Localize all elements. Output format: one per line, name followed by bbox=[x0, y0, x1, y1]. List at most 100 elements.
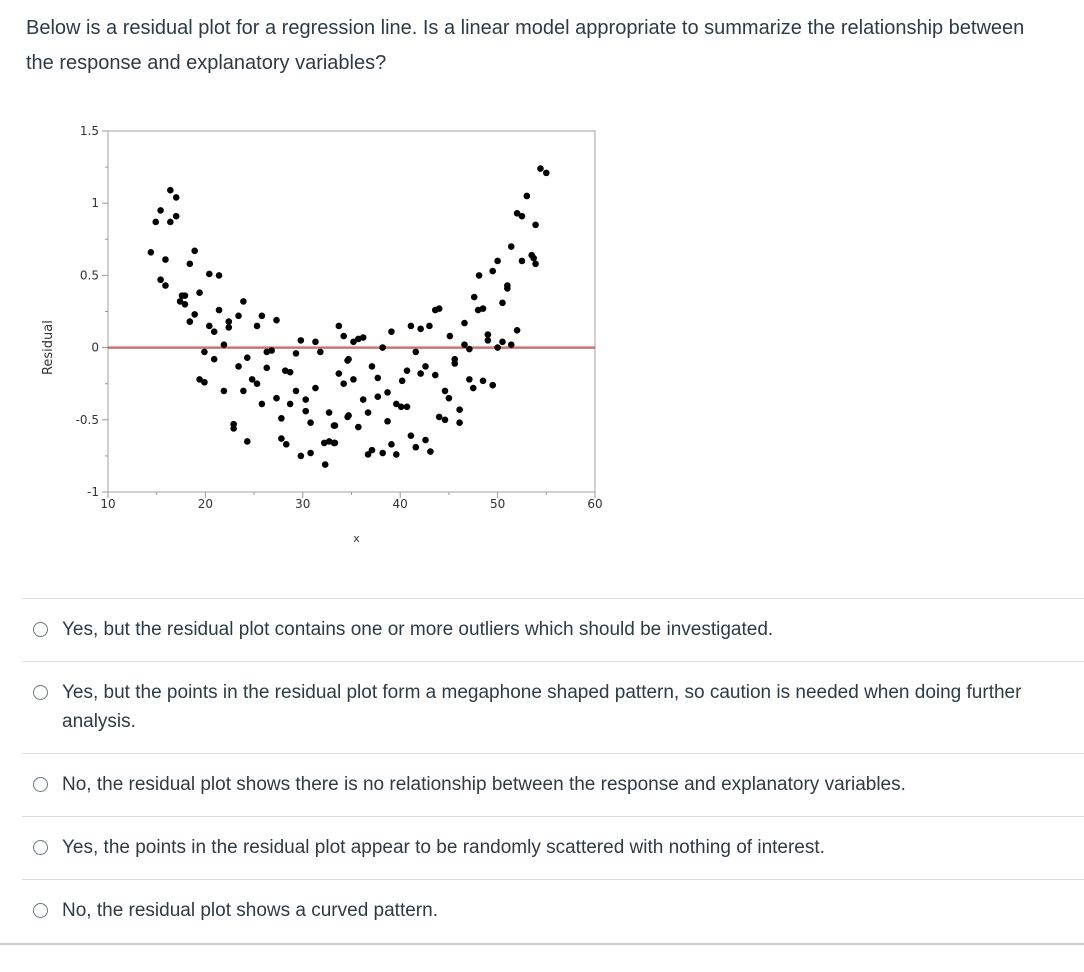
data-point bbox=[278, 415, 285, 422]
radio-button[interactable] bbox=[33, 903, 48, 918]
data-point bbox=[167, 218, 174, 226]
data-point bbox=[518, 257, 526, 265]
x-axis-label: x bbox=[353, 532, 360, 545]
data-point bbox=[407, 322, 415, 330]
data-point bbox=[479, 305, 487, 312]
data-point bbox=[181, 292, 189, 299]
data-point bbox=[307, 449, 314, 457]
data-point bbox=[469, 384, 477, 392]
data-point bbox=[312, 338, 319, 346]
data-point bbox=[317, 348, 324, 356]
data-point bbox=[302, 407, 310, 415]
data-point bbox=[461, 341, 468, 349]
data-point bbox=[215, 306, 223, 314]
data-point bbox=[403, 403, 411, 411]
data-point bbox=[368, 446, 376, 454]
data-point bbox=[426, 322, 433, 330]
data-point bbox=[258, 400, 266, 408]
data-point bbox=[176, 298, 184, 305]
y-tick-label: 0.5 bbox=[80, 268, 99, 282]
data-point bbox=[312, 384, 319, 392]
data-point bbox=[368, 363, 376, 370]
radio-button[interactable] bbox=[33, 685, 48, 700]
data-point bbox=[364, 409, 372, 416]
radio-button[interactable] bbox=[33, 777, 48, 792]
data-point bbox=[494, 344, 501, 351]
data-point bbox=[282, 441, 290, 448]
data-point bbox=[297, 337, 305, 344]
answer-option-1[interactable]: Yes, but the residual plot contains one … bbox=[22, 598, 1084, 661]
x-tick-label: 10 bbox=[100, 497, 115, 511]
data-point bbox=[157, 207, 164, 214]
data-point bbox=[523, 192, 531, 200]
data-point bbox=[201, 348, 208, 356]
data-point bbox=[504, 285, 511, 292]
data-point bbox=[152, 218, 160, 226]
data-point bbox=[205, 322, 213, 330]
question-text: Below is a residual plot for a regressio… bbox=[26, 17, 1025, 74]
data-point bbox=[273, 316, 280, 324]
y-axis-label: Residual bbox=[41, 320, 56, 375]
data-point bbox=[359, 334, 367, 341]
data-point bbox=[507, 243, 515, 250]
data-point bbox=[543, 169, 550, 177]
data-point bbox=[435, 305, 443, 312]
data-point bbox=[446, 332, 454, 340]
data-point bbox=[181, 300, 189, 308]
radio-button[interactable] bbox=[33, 622, 48, 637]
data-point bbox=[345, 355, 352, 363]
answer-label: No, the residual plot shows a curved pat… bbox=[62, 900, 438, 921]
data-point bbox=[484, 331, 492, 338]
answer-option-5[interactable]: No, the residual plot shows a curved pat… bbox=[22, 879, 1084, 942]
answer-label: Yes, but the residual plot contains one … bbox=[62, 619, 774, 640]
x-tick-label: 30 bbox=[295, 497, 310, 511]
data-point bbox=[393, 400, 400, 408]
answer-option-3[interactable]: No, the residual plot shows there is no … bbox=[22, 753, 1084, 816]
data-point bbox=[167, 186, 174, 194]
data-point bbox=[484, 337, 492, 344]
data-point bbox=[379, 344, 386, 351]
x-tick-label: 40 bbox=[393, 497, 408, 511]
data-point bbox=[220, 387, 228, 395]
data-point bbox=[456, 406, 463, 413]
data-point bbox=[359, 396, 367, 403]
data-point bbox=[379, 449, 386, 457]
data-point bbox=[225, 318, 233, 325]
data-point bbox=[499, 338, 506, 346]
data-point bbox=[191, 247, 198, 255]
data-point bbox=[518, 212, 526, 220]
radio-button[interactable] bbox=[33, 840, 48, 855]
data-point bbox=[273, 394, 280, 402]
data-point bbox=[292, 387, 300, 395]
data-point bbox=[422, 436, 429, 444]
data-point bbox=[417, 370, 424, 377]
data-point bbox=[191, 311, 198, 318]
data-point bbox=[513, 326, 521, 334]
data-point bbox=[393, 451, 400, 458]
data-point bbox=[350, 338, 357, 346]
data-point bbox=[507, 341, 515, 349]
data-point bbox=[331, 439, 339, 447]
data-point bbox=[331, 422, 339, 429]
answer-label: No, the residual plot shows there is no … bbox=[62, 774, 906, 795]
data-point bbox=[441, 387, 449, 395]
data-point bbox=[297, 452, 305, 460]
data-point bbox=[278, 435, 285, 442]
data-point bbox=[248, 376, 256, 383]
data-point bbox=[196, 376, 203, 383]
data-point bbox=[384, 417, 391, 425]
answer-option-2[interactable]: Yes, but the points in the residual plot… bbox=[22, 661, 1084, 753]
answer-option-4[interactable]: Yes, the points in the residual plot app… bbox=[22, 816, 1084, 879]
data-point bbox=[422, 363, 429, 370]
plot-frame bbox=[107, 130, 596, 493]
data-point bbox=[489, 381, 497, 389]
residual-plot: 1.5 1 0.5 0 -0.5 -110 20 30 40 50 60 x Residual bbox=[41, 124, 603, 545]
data-point bbox=[431, 371, 439, 379]
data-point bbox=[466, 376, 473, 383]
x-tick-label: 60 bbox=[587, 497, 602, 511]
data-point bbox=[286, 400, 294, 408]
data-point bbox=[403, 367, 411, 375]
data-point bbox=[286, 368, 294, 376]
data-point bbox=[325, 409, 333, 416]
data-point bbox=[412, 443, 420, 451]
